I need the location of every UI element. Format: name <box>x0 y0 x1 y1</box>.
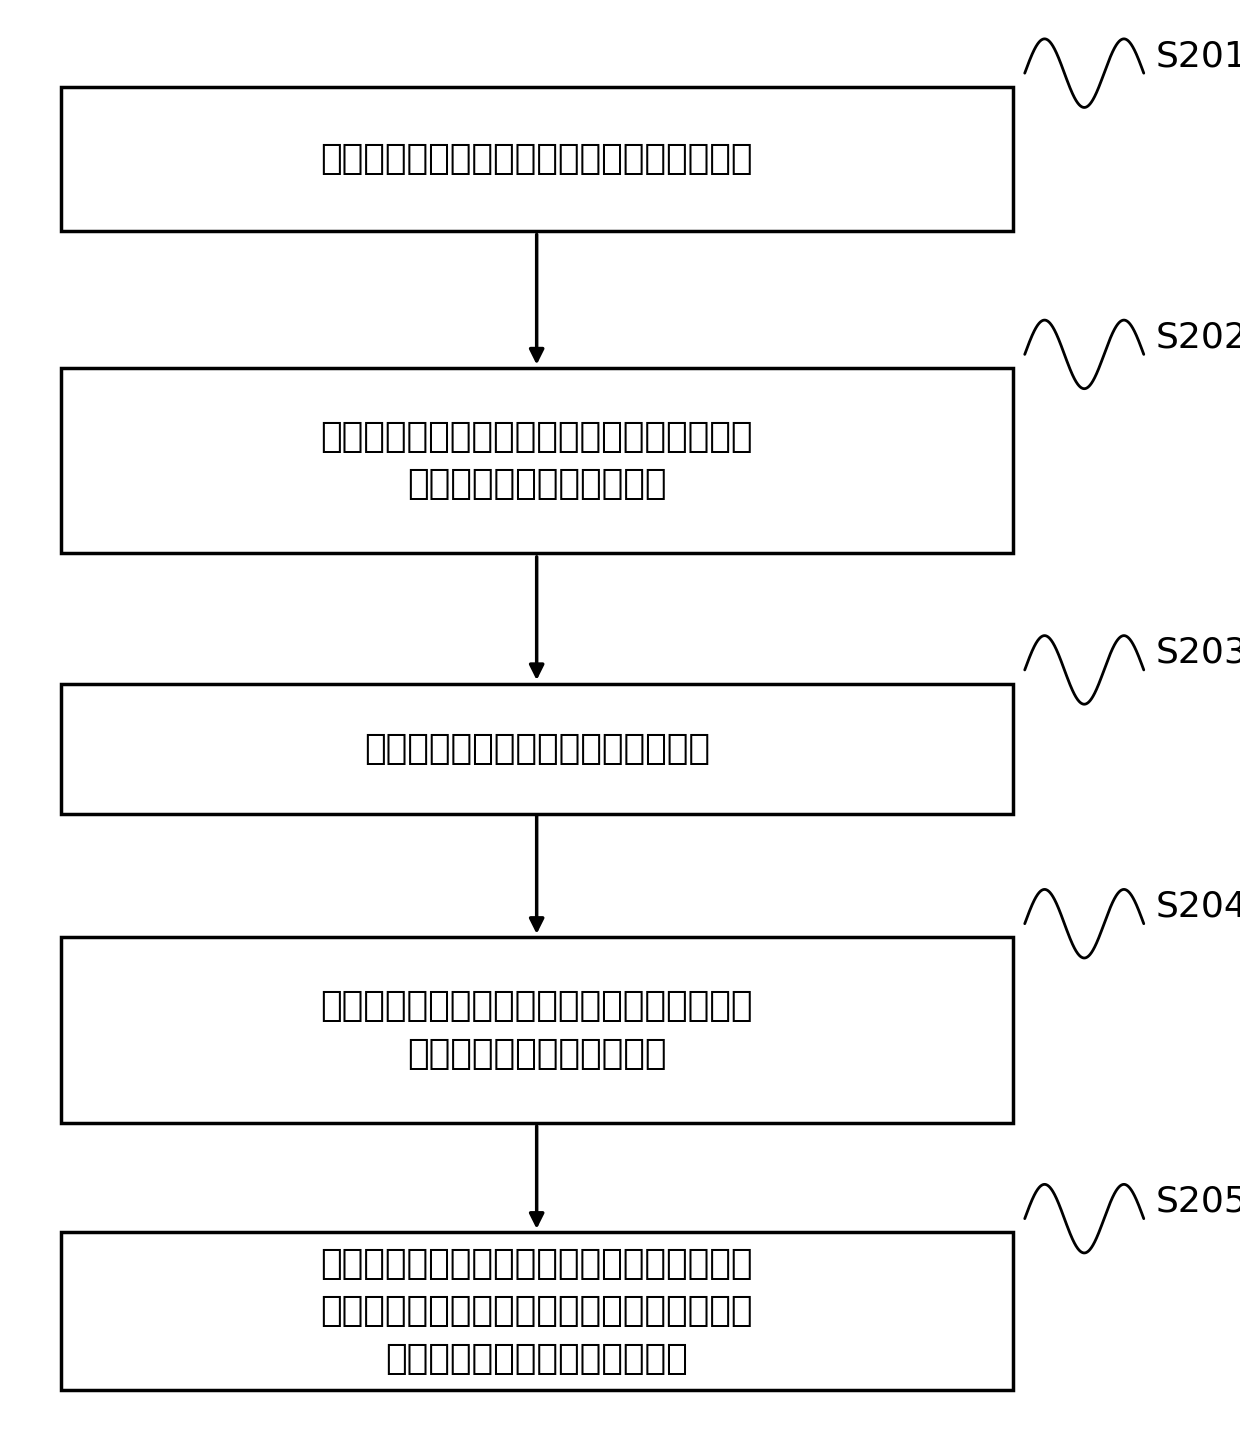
Text: S201: S201 <box>1156 39 1240 73</box>
Text: S204: S204 <box>1156 890 1240 923</box>
Text: 计算动力电池充电至充满的次数，若长里程充
电至充满的次数达到预设的长里程充电次数阀
值时，禁止进入长里程充电模式: 计算动力电池充电至充满的次数，若长里程充 电至充满的次数达到预设的长里程充电次数… <box>320 1246 753 1376</box>
Text: 用户根据实际需要通过整车用户界面或远程监
控终端选择相应的充电模式: 用户根据实际需要通过整车用户界面或远程监 控终端选择相应的充电模式 <box>320 420 753 502</box>
FancyBboxPatch shape <box>61 937 1013 1123</box>
FancyBboxPatch shape <box>61 369 1013 553</box>
Text: S205: S205 <box>1156 1185 1240 1219</box>
Text: 预先设定各充电模式分别对应的最高充电电压: 预先设定各充电模式分别对应的最高充电电压 <box>320 141 753 176</box>
Text: 检测动力电池的温度信息及电压信息: 检测动力电池的温度信息及电压信息 <box>363 732 709 766</box>
FancyBboxPatch shape <box>61 87 1013 231</box>
FancyBboxPatch shape <box>61 1232 1013 1390</box>
FancyBboxPatch shape <box>61 683 1013 815</box>
Text: S202: S202 <box>1156 320 1240 354</box>
Text: 在所选的充电模式下，根据动力电池的温度信
息、电压信息确定充电电流: 在所选的充电模式下，根据动力电池的温度信 息、电压信息确定充电电流 <box>320 989 753 1070</box>
Text: S203: S203 <box>1156 636 1240 670</box>
